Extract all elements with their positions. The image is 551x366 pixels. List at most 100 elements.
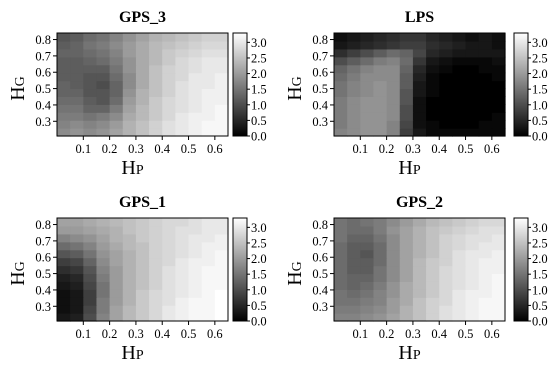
heatmap-cell [162,128,176,137]
heatmap-cell [109,120,124,129]
heatmap-cell [135,80,150,90]
y-tick-label: 0.7 [312,49,328,63]
heatmap-cell [70,225,84,235]
heatmap-cell [175,289,190,298]
heatmap-cell [452,104,467,113]
heatmap-cell [373,257,388,267]
heatmap-cell [491,305,506,314]
heatmap-cell [465,233,480,243]
heatmap-cell [201,64,216,74]
heatmap-cell [373,112,388,121]
heatmap-cell [426,72,440,82]
heatmap-cell [452,297,467,306]
y-tick-label: 0.6 [35,66,51,80]
heatmap-cell [347,104,361,113]
heatmap-cell [465,128,480,137]
heatmap-cell [175,72,190,82]
heatmap-cell [439,56,453,66]
heatmap-cell [188,104,203,113]
heatmap-cell [478,225,493,235]
heatmap-cell [412,56,427,66]
x-axis-label-sub: P [413,163,421,178]
heatmap-cell [175,233,190,243]
heatmap-cell [412,281,427,290]
heatmap-cell [334,88,348,97]
heatmap-cell [162,33,176,42]
heatmap-cell [201,48,216,58]
heatmap-cell [188,297,203,306]
colorbar-tick-label: 0.0 [251,130,267,144]
heatmap-cell [57,112,71,121]
heatmap-cell [201,33,216,42]
heatmap-cell [478,297,493,306]
heatmap-cell [426,225,440,235]
heatmap-cell [426,257,440,267]
heatmap-cell [465,273,480,282]
heatmap-cell [149,297,163,306]
heatmap-cell [214,88,229,97]
x-tick-label: 0.4 [431,327,447,341]
heatmap-cell [201,88,216,97]
heatmap-cell [347,257,361,267]
heatmap-cell [426,48,440,58]
heatmap-cell [360,40,375,50]
heatmap-cell [122,104,137,113]
heatmap-cell [386,297,401,306]
heatmap-cell [214,305,229,314]
heatmap-cell [334,112,348,121]
heatmap-cell [188,72,203,82]
heatmap-cell [175,218,190,227]
heatmap-cell [175,241,190,251]
panel-title: LPS [405,9,434,26]
heatmap-cell [122,56,137,66]
heatmap-cell [201,96,216,105]
plot-frame [333,32,506,137]
heatmap-cell [57,40,71,50]
heatmap-cell [373,88,388,97]
heatmap-cell [188,96,203,105]
heatmap-cell [96,225,111,235]
heatmap-cell [360,88,375,97]
heatmap-cell [465,48,480,58]
heatmap-panel-2: GPS_1 0.1 0.2 0.3 0.4 0.5 0.6 0.3 0.4 0.5 0.6 0.7 0.… [7,194,267,364]
heatmap-cell [386,48,401,58]
heatmap-cell [412,33,427,42]
heatmap-cell [426,112,440,121]
heatmap-cell [109,265,124,275]
heatmap-cell [162,241,176,251]
heatmap-cell [57,241,71,251]
heatmap-cell [452,120,467,129]
heatmap-cell [109,289,124,298]
heatmap-cell [373,265,388,275]
heatmap-cell [360,241,375,251]
heatmap-cell [439,297,453,306]
heatmap-cell [96,112,111,121]
heatmap-cell [70,297,84,306]
heatmap-cell [334,56,348,66]
heatmap-cell [135,120,150,129]
heatmap-cell [478,273,493,282]
heatmap-cell [70,72,84,82]
heatmap-cell [399,56,414,66]
heatmap-cell [439,273,453,282]
heatmap-cell [347,289,361,298]
heatmap-cell [334,128,348,137]
heatmap-cell [135,218,150,227]
heatmap-cell [373,48,388,58]
colorbar [513,32,529,137]
heatmap-cell [491,48,506,58]
heatmap-cell [70,281,84,290]
heatmap-cell [188,313,203,322]
heatmap-cell [135,225,150,235]
heatmap-cell [109,249,124,259]
heatmap-cell [465,104,480,113]
heatmap-cell [57,281,71,290]
heatmap-cell [426,80,440,90]
heatmap-cell [452,257,467,267]
heatmap-cell [347,128,361,137]
heatmap-cell [57,88,71,97]
heatmap-cell [386,40,401,50]
heatmap-cell [83,80,98,90]
heatmap-cell [465,297,480,306]
heatmap-cell [122,241,137,251]
